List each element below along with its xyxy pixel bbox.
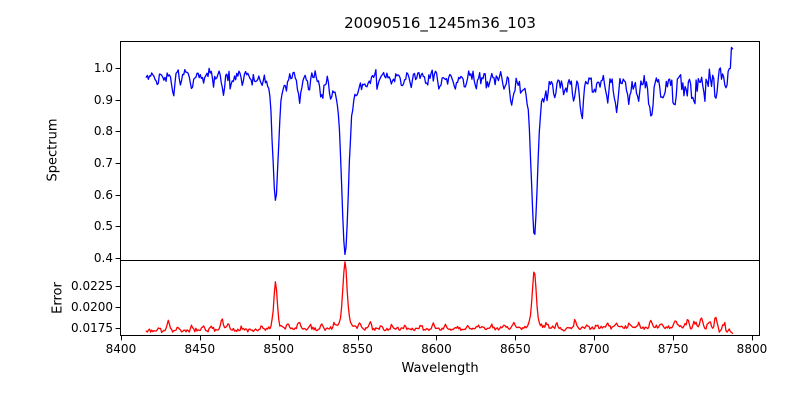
x-tick-label: 8550 bbox=[342, 342, 373, 356]
y-tick-label-error: 0.0200 bbox=[71, 299, 113, 314]
x-axis-label: Wavelength bbox=[401, 361, 479, 376]
y-tick-label-spectrum: 0.8 bbox=[93, 124, 113, 139]
y-tick-label-error: 0.0175 bbox=[71, 321, 113, 336]
x-tick-label: 8750 bbox=[657, 342, 689, 356]
y-tick-label-spectrum: 0.4 bbox=[93, 251, 113, 266]
x-tick-label: 8800 bbox=[736, 342, 768, 356]
y-tick-label-spectrum: 0.7 bbox=[93, 156, 113, 171]
y-tick-label-spectrum: 0.6 bbox=[93, 187, 113, 202]
y-tick-label-error: 0.0225 bbox=[71, 278, 113, 293]
y-tick-label-spectrum: 1.0 bbox=[93, 60, 113, 75]
y-axis-label-spectrum: Spectrum bbox=[45, 118, 61, 182]
x-tick-label: 8500 bbox=[263, 342, 294, 356]
x-tick-label: 8650 bbox=[500, 342, 531, 356]
x-tick-label: 8700 bbox=[578, 342, 610, 356]
x-tick-label: 8400 bbox=[105, 342, 137, 356]
x-tick-label: 8450 bbox=[184, 342, 216, 356]
chart-title: 20090516_1245m36_103 bbox=[344, 14, 536, 32]
y-axis-label-error: Error bbox=[50, 282, 66, 314]
y-tick-label-spectrum: 0.9 bbox=[93, 92, 113, 107]
x-tick-label: 8600 bbox=[421, 342, 452, 356]
y-tick-label-spectrum: 0.5 bbox=[93, 219, 113, 234]
